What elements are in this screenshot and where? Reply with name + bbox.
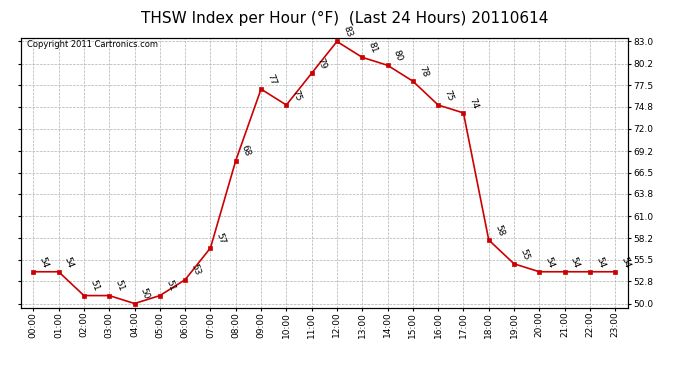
Text: 55: 55 bbox=[518, 247, 531, 261]
Text: 51: 51 bbox=[113, 279, 126, 293]
Text: 54: 54 bbox=[544, 255, 556, 269]
Text: THSW Index per Hour (°F)  (Last 24 Hours) 20110614: THSW Index per Hour (°F) (Last 24 Hours)… bbox=[141, 11, 549, 26]
Text: 68: 68 bbox=[240, 144, 253, 158]
Text: Copyright 2011 Cartronics.com: Copyright 2011 Cartronics.com bbox=[27, 40, 158, 49]
Text: 77: 77 bbox=[265, 72, 277, 86]
Text: 54: 54 bbox=[63, 255, 75, 269]
Text: 83: 83 bbox=[341, 25, 353, 39]
Text: 79: 79 bbox=[316, 57, 328, 70]
Text: 53: 53 bbox=[189, 263, 201, 277]
Text: 54: 54 bbox=[569, 255, 581, 269]
Text: 57: 57 bbox=[215, 231, 227, 245]
Text: 74: 74 bbox=[468, 96, 480, 110]
Text: 75: 75 bbox=[290, 88, 303, 102]
Text: 50: 50 bbox=[139, 287, 151, 301]
Text: 51: 51 bbox=[88, 279, 101, 293]
Text: 78: 78 bbox=[417, 64, 429, 78]
Text: 80: 80 bbox=[392, 49, 404, 63]
Text: 54: 54 bbox=[37, 255, 50, 269]
Text: 75: 75 bbox=[442, 88, 455, 102]
Text: 54: 54 bbox=[620, 255, 632, 269]
Text: 58: 58 bbox=[493, 224, 505, 237]
Text: 51: 51 bbox=[164, 279, 177, 293]
Text: 81: 81 bbox=[366, 41, 379, 55]
Text: 54: 54 bbox=[594, 255, 607, 269]
